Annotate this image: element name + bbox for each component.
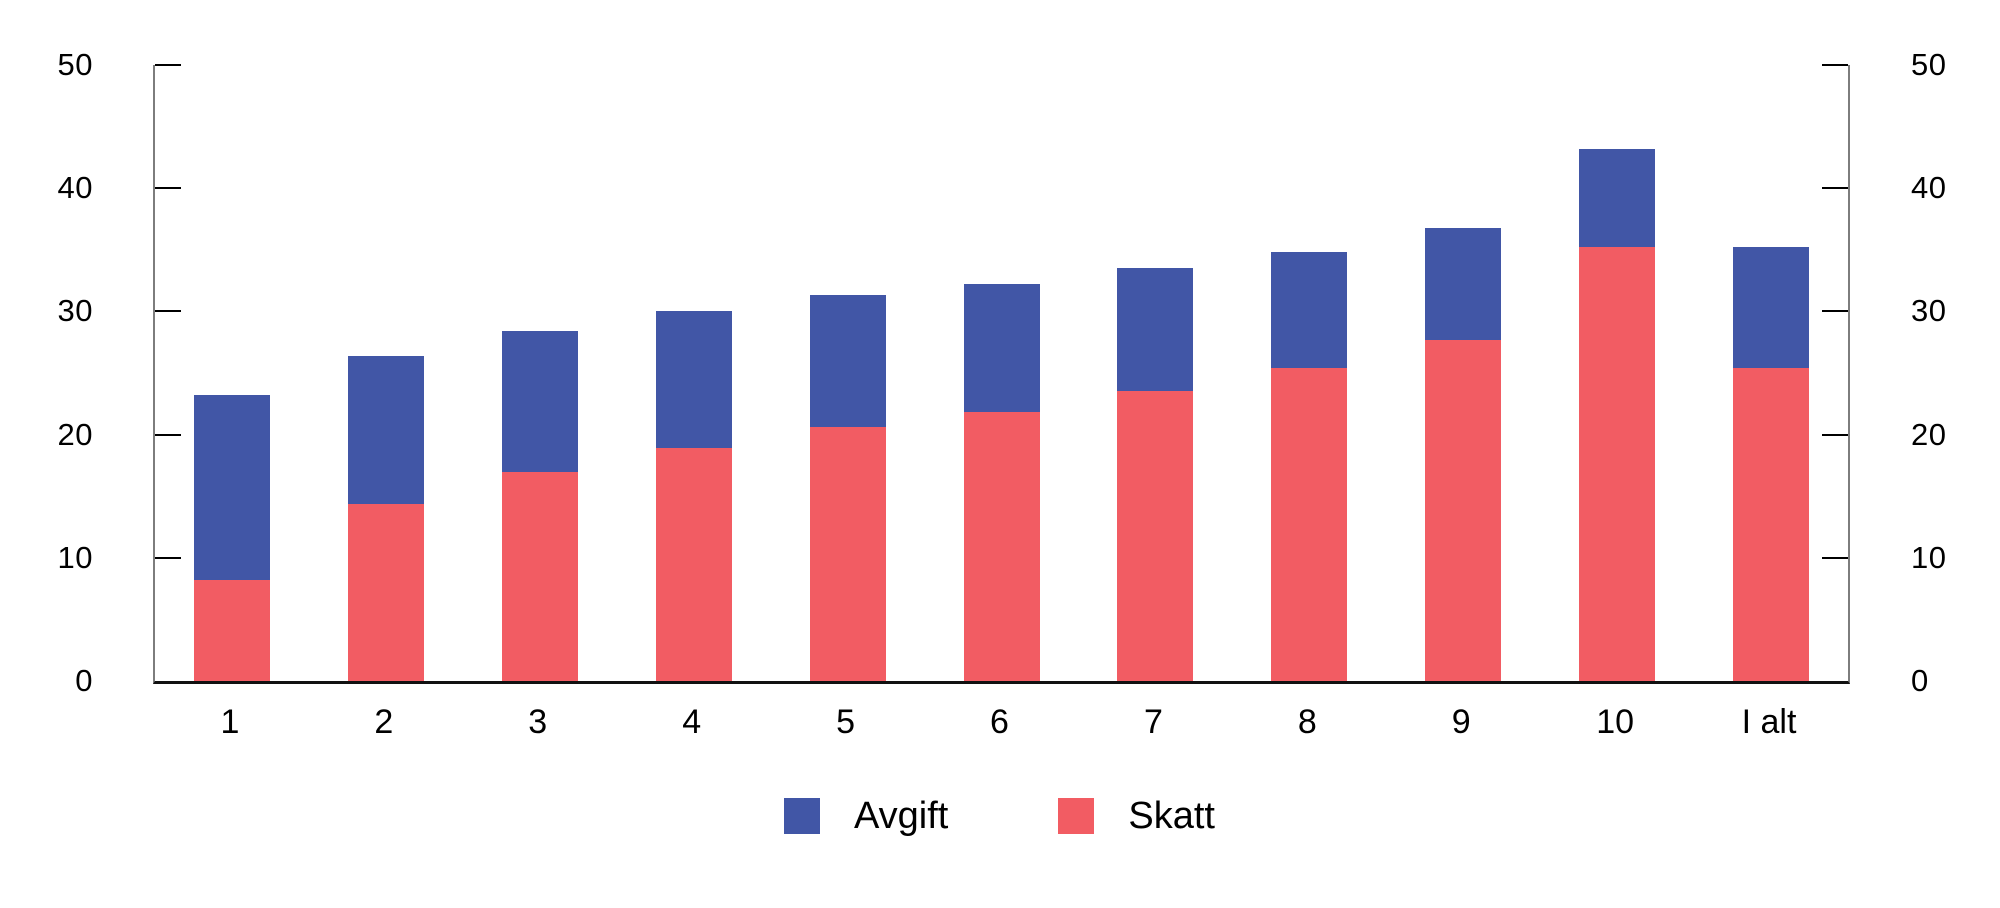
y-tick-50-left-side	[155, 64, 181, 66]
x-label-1: 1	[220, 703, 240, 741]
legend: Avgift Skatt	[153, 793, 1846, 839]
skatt-swatch-icon	[1058, 798, 1095, 834]
y-tick-label-right-20: 20	[1911, 416, 1947, 452]
legend-item-avgift: Avgift	[784, 793, 948, 839]
x-label-6: 6	[990, 703, 1009, 741]
x-label-I alt: I alt	[1741, 703, 1797, 741]
y-tick-30-left-side	[155, 310, 181, 313]
y-tick-20-right-side	[1822, 433, 1848, 436]
bar-segment-skatt-10	[1579, 247, 1656, 681]
bar-1	[193, 395, 270, 681]
x-label-5: 5	[836, 703, 856, 741]
x-label-9: 9	[1451, 703, 1471, 741]
y-tick-30-right-side	[1822, 310, 1848, 313]
y-tick-50-right-side	[1822, 64, 1848, 66]
bar-8	[1271, 252, 1348, 681]
bar-segment-avgift-I alt	[1733, 247, 1810, 369]
legend-item-skatt: Skatt	[1058, 793, 1215, 839]
x-label-2: 2	[374, 703, 394, 741]
bar-segment-skatt-6	[963, 412, 1040, 681]
bar-3	[501, 331, 578, 681]
bar-5	[809, 295, 886, 681]
y-tick-label-left-10: 10	[57, 539, 93, 575]
y-tick-40-left-side	[155, 187, 181, 190]
y-tick-label-left-20: 20	[57, 416, 93, 452]
bar-segment-avgift-3	[501, 331, 578, 472]
bar-segment-avgift-8	[1271, 252, 1348, 369]
bar-segment-skatt-9	[1425, 339, 1502, 681]
legend-label-skatt: Skatt	[1128, 795, 1215, 837]
bar-segment-skatt-I alt	[1733, 368, 1810, 681]
y-tick-20-left-side	[155, 433, 181, 436]
bar-segment-skatt-2	[347, 503, 424, 681]
bar-segment-avgift-1	[193, 395, 270, 580]
bar-10	[1579, 148, 1656, 681]
x-label-8: 8	[1297, 703, 1317, 741]
x-label-10: 10	[1596, 703, 1635, 741]
y-tick-label-left-40: 40	[57, 170, 93, 206]
x-label-4: 4	[682, 703, 702, 741]
y-tick-10-right-side	[1822, 556, 1848, 559]
y-tick-label-left-0: 0	[75, 663, 93, 698]
bar-segment-avgift-2	[347, 355, 424, 504]
bar-segment-avgift-6	[963, 284, 1040, 413]
y-tick-label-right-0: 0	[1911, 663, 1929, 698]
bar-9	[1425, 227, 1502, 681]
bar-segment-avgift-5	[809, 295, 886, 428]
bar-4	[655, 311, 732, 681]
bar-2	[347, 355, 424, 681]
bar-6	[963, 284, 1040, 681]
y-tick-label-right-40: 40	[1911, 170, 1947, 206]
bar-segment-avgift-4	[655, 311, 732, 449]
bar-segment-avgift-9	[1425, 227, 1502, 340]
bar-segment-skatt-4	[655, 448, 732, 681]
y-axis-labels-left: 0 10 20 30 40 50	[0, 47, 150, 698]
y-axis-labels-right: 0 10 20 30 40 50	[1851, 47, 2000, 698]
y-tick-label-left-50: 50	[57, 47, 93, 82]
x-label-7: 7	[1143, 703, 1163, 741]
x-label-3: 3	[528, 703, 548, 741]
bar-7	[1117, 268, 1194, 681]
bar-segment-avgift-10	[1579, 148, 1656, 248]
bar-I alt	[1733, 247, 1810, 681]
bar-segment-skatt-3	[501, 471, 578, 681]
bar-segment-skatt-8	[1271, 368, 1348, 681]
y-tick-label-right-10: 10	[1911, 539, 1947, 575]
y-tick-40-right-side	[1822, 187, 1848, 190]
legend-label-avgift: Avgift	[854, 795, 949, 837]
y-tick-label-right-30: 30	[1911, 293, 1947, 329]
bar-segment-avgift-7	[1117, 268, 1194, 392]
y-tick-10-left-side	[155, 556, 181, 559]
bar-segment-skatt-7	[1117, 391, 1194, 681]
bar-segment-skatt-5	[809, 427, 886, 681]
bar-segment-skatt-1	[193, 579, 270, 681]
avgift-swatch-icon	[784, 798, 821, 834]
y-tick-label-left-30: 30	[57, 293, 93, 329]
y-tick-label-right-50: 50	[1911, 47, 1947, 82]
plot-area	[153, 64, 1850, 684]
